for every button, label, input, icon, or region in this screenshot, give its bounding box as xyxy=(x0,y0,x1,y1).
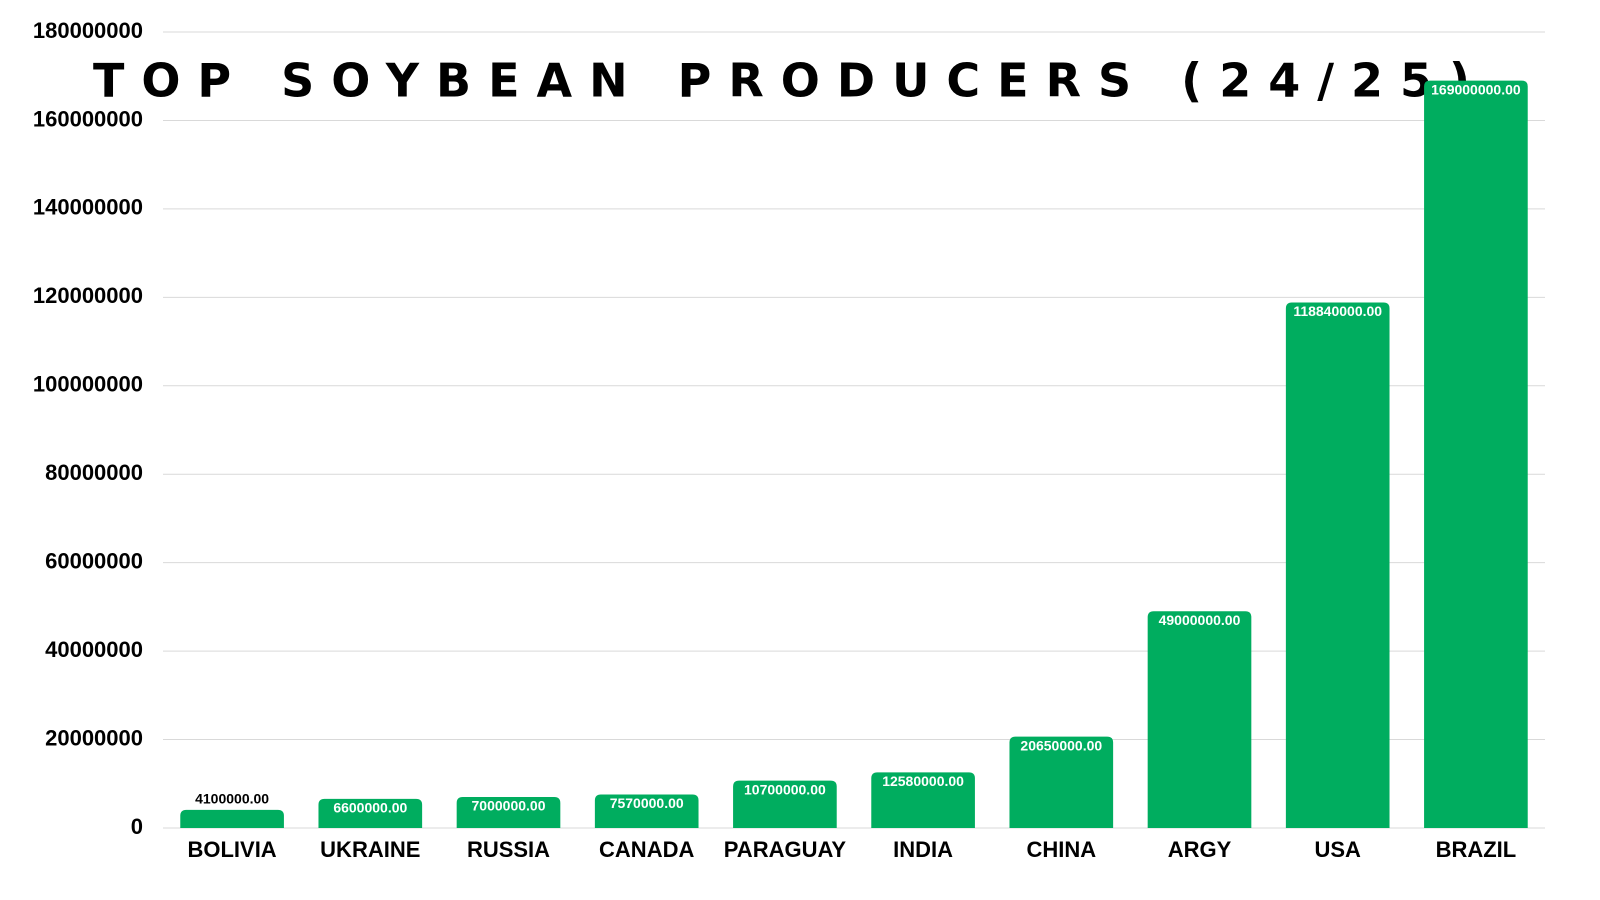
y-tick-label: 40000000 xyxy=(45,637,143,662)
value-label: 20650000.00 xyxy=(1020,737,1102,753)
x-tick-label: USA xyxy=(1314,837,1361,862)
bar xyxy=(1285,302,1390,828)
x-tick-label: UKRAINE xyxy=(320,837,420,862)
value-label: 10700000.00 xyxy=(744,781,826,797)
bar xyxy=(180,809,284,828)
bar xyxy=(318,798,423,828)
x-tick-label: INDIA xyxy=(893,837,953,862)
value-label: 169000000.00 xyxy=(1431,81,1521,97)
x-tick-label: BOLIVIA xyxy=(187,837,276,862)
y-tick-label: 100000000 xyxy=(33,372,143,397)
bar xyxy=(1009,736,1114,828)
value-label: 6600000.00 xyxy=(333,800,407,816)
y-tick-label: 140000000 xyxy=(33,195,143,220)
bar xyxy=(594,794,699,828)
value-label: 49000000.00 xyxy=(1159,612,1241,628)
bar xyxy=(456,797,561,828)
chart-title: TOP SOYBEAN PRODUCERS (24/25) xyxy=(93,54,1487,108)
value-label: 7570000.00 xyxy=(610,795,684,811)
x-tick-label: CHINA xyxy=(1026,837,1096,862)
bar xyxy=(1147,611,1252,828)
bar xyxy=(1424,80,1528,828)
value-label: 12580000.00 xyxy=(882,773,964,789)
x-tick-label: ARGY xyxy=(1168,837,1232,862)
x-tick-label: CANADA xyxy=(599,837,694,862)
y-tick-label: 60000000 xyxy=(45,548,143,573)
y-tick-label: 80000000 xyxy=(45,460,143,485)
value-label: 4100000.00 xyxy=(195,791,269,807)
y-tick-label: 0 xyxy=(131,814,143,839)
value-label: 7000000.00 xyxy=(472,798,546,814)
x-tick-label: BRAZIL xyxy=(1436,837,1517,862)
y-tick-label: 120000000 xyxy=(33,283,143,308)
value-label: 118840000.00 xyxy=(1293,303,1382,319)
x-tick-label: PARAGUAY xyxy=(724,837,847,862)
bar xyxy=(871,772,975,828)
bar xyxy=(733,780,837,828)
y-tick-label: 160000000 xyxy=(33,106,143,131)
y-tick-label: 180000000 xyxy=(33,18,143,43)
y-tick-label: 20000000 xyxy=(45,725,143,750)
x-tick-label: RUSSIA xyxy=(467,837,550,862)
